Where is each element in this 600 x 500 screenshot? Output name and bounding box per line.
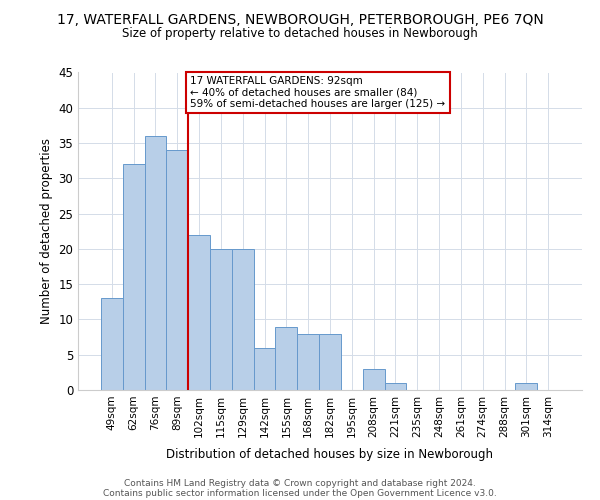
Bar bbox=[275, 326, 297, 390]
Text: 17, WATERFALL GARDENS, NEWBOROUGH, PETERBOROUGH, PE6 7QN: 17, WATERFALL GARDENS, NEWBOROUGH, PETER… bbox=[56, 12, 544, 26]
Bar bbox=[123, 164, 145, 390]
X-axis label: Distribution of detached houses by size in Newborough: Distribution of detached houses by size … bbox=[167, 448, 493, 461]
Bar bbox=[166, 150, 188, 390]
Bar bbox=[232, 249, 254, 390]
Text: Contains public sector information licensed under the Open Government Licence v3: Contains public sector information licen… bbox=[103, 488, 497, 498]
Text: Size of property relative to detached houses in Newborough: Size of property relative to detached ho… bbox=[122, 28, 478, 40]
Bar bbox=[254, 348, 275, 390]
Bar bbox=[188, 235, 210, 390]
Bar bbox=[515, 383, 537, 390]
Y-axis label: Number of detached properties: Number of detached properties bbox=[40, 138, 53, 324]
Bar bbox=[101, 298, 123, 390]
Bar bbox=[385, 383, 406, 390]
Text: Contains HM Land Registry data © Crown copyright and database right 2024.: Contains HM Land Registry data © Crown c… bbox=[124, 478, 476, 488]
Bar bbox=[363, 369, 385, 390]
Bar bbox=[297, 334, 319, 390]
Bar bbox=[319, 334, 341, 390]
Text: 17 WATERFALL GARDENS: 92sqm
← 40% of detached houses are smaller (84)
59% of sem: 17 WATERFALL GARDENS: 92sqm ← 40% of det… bbox=[190, 76, 445, 109]
Bar bbox=[210, 249, 232, 390]
Bar bbox=[145, 136, 166, 390]
